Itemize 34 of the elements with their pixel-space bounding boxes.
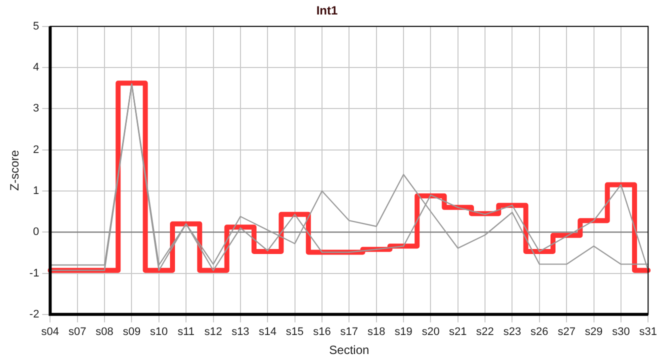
x-tick-label: s22 xyxy=(476,326,494,338)
x-axis-title: Section xyxy=(329,343,370,358)
y-tick-label: 1 xyxy=(33,185,40,198)
y-tick-label: -2 xyxy=(29,308,40,320)
x-tick-label: s14 xyxy=(258,326,276,338)
y-tick-label: 4 xyxy=(33,62,40,74)
x-tick-label: s10 xyxy=(150,326,168,338)
x-tick-label: s11 xyxy=(178,326,195,338)
x-tick-label: s07 xyxy=(68,326,86,338)
chart-title: Int1 xyxy=(316,4,338,18)
x-tick-label: s09 xyxy=(122,326,141,338)
y-tick-label: 3 xyxy=(33,102,40,115)
x-tick-label: s21 xyxy=(449,326,467,338)
x-tick-label: s23 xyxy=(503,326,522,338)
y-tick-label: -1 xyxy=(29,267,40,280)
x-tick-label: s31 xyxy=(639,326,658,338)
x-tick-label: s20 xyxy=(422,326,440,338)
y-tick-label: 5 xyxy=(33,20,40,32)
x-tick-label: s17 xyxy=(340,326,358,338)
x-tick-label: s30 xyxy=(612,326,630,338)
x-tick-label: s15 xyxy=(286,326,304,338)
x-tick-label: s13 xyxy=(232,326,250,338)
x-tick-label: s16 xyxy=(313,326,331,338)
x-tick-label: s19 xyxy=(394,326,412,338)
x-tick-label: s04 xyxy=(41,326,60,338)
x-tick-label: s12 xyxy=(204,326,222,338)
y-tick-label: 0 xyxy=(33,226,40,238)
x-tick-label: s26 xyxy=(530,326,548,338)
y-axis-title: Z-score xyxy=(8,150,22,191)
x-tick-label: s18 xyxy=(367,326,386,338)
x-tick-label: s27 xyxy=(558,326,576,338)
y-tick-label: 2 xyxy=(33,144,40,156)
x-tick-label: s08 xyxy=(96,326,114,338)
x-tick-label: s29 xyxy=(584,326,603,338)
